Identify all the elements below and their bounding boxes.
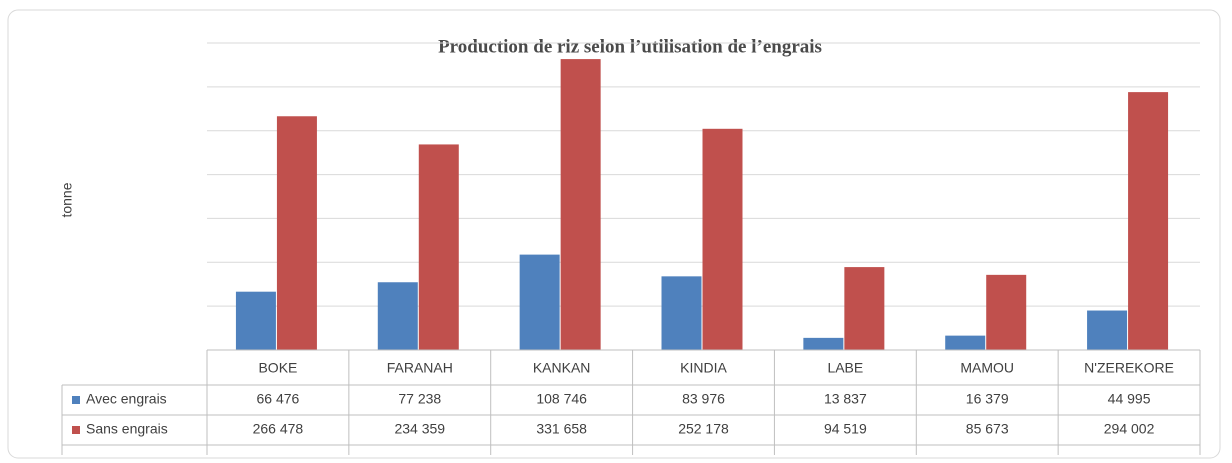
table-cell: 44 995	[1108, 391, 1151, 407]
bar	[702, 128, 743, 350]
x-tick-label: N'ZEREKORE	[1084, 360, 1174, 376]
legend-label: Sans engrais	[86, 421, 168, 437]
table-cell: 94 519	[824, 421, 867, 437]
bar	[1128, 92, 1169, 350]
chart-title: Production de riz selon l’utilisation de…	[438, 36, 822, 57]
table-cell: 234 359	[394, 421, 445, 437]
legend-key	[72, 396, 80, 404]
bar	[986, 274, 1027, 350]
bar	[276, 116, 317, 350]
bar	[235, 291, 276, 350]
x-tick-label: FARANAH	[387, 360, 453, 376]
bar	[519, 254, 560, 350]
x-tick-label: MAMOU	[960, 360, 1014, 376]
x-tick-label: KINDIA	[680, 360, 727, 376]
bar	[418, 144, 459, 350]
bar	[844, 267, 885, 350]
bar	[377, 282, 418, 350]
table-cell: 13 837	[824, 391, 867, 407]
x-tick-label: LABE	[827, 360, 863, 376]
bar	[560, 59, 601, 350]
bar	[1087, 310, 1128, 350]
legend-key	[72, 426, 80, 434]
table-cell: 66 476	[257, 391, 300, 407]
table-cell: 294 002	[1104, 421, 1155, 437]
table-cell: 85 673	[966, 421, 1009, 437]
table-cell: 16 379	[966, 391, 1009, 407]
table-cell: 331 658	[536, 421, 587, 437]
x-tick-label: KANKAN	[533, 360, 591, 376]
table-cell: 252 178	[678, 421, 729, 437]
legend-label: Avec engrais	[86, 391, 167, 407]
table-cell: 266 478	[253, 421, 304, 437]
y-axis-label: tonne	[59, 182, 75, 217]
table-cell: 77 238	[398, 391, 441, 407]
bar	[661, 276, 702, 350]
table-cell: 108 746	[536, 391, 587, 407]
chart-frame	[7, 9, 1221, 459]
table-cell: 83 976	[682, 391, 725, 407]
bar	[803, 337, 844, 350]
x-tick-label: BOKE	[258, 360, 297, 376]
bar	[945, 335, 986, 350]
